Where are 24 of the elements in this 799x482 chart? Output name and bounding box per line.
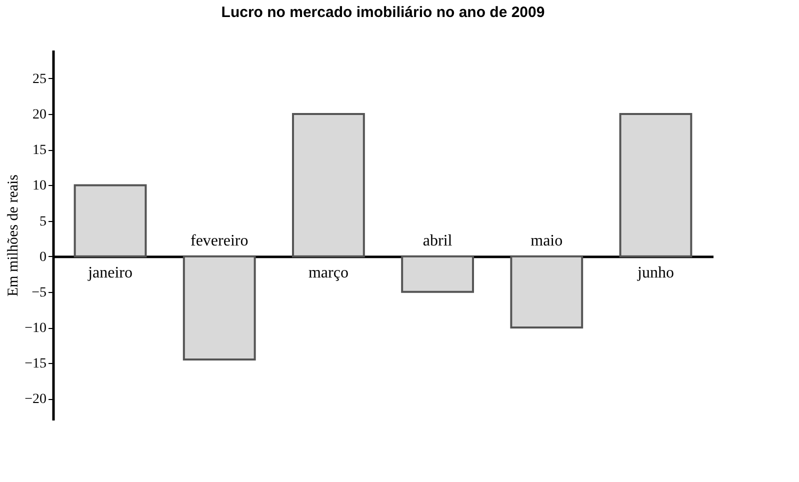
- bar: [510, 255, 584, 328]
- x-tick-label: fevereiro: [190, 232, 248, 250]
- y-tick-label: 10: [32, 178, 46, 194]
- x-tick-label: março: [308, 264, 348, 282]
- y-tick-label: 25: [32, 72, 46, 87]
- y-tick-label: −10: [24, 321, 46, 336]
- y-tick-label: −15: [24, 356, 46, 372]
- x-tick-label: janeiro: [87, 264, 132, 282]
- bar: [292, 113, 365, 258]
- y-tick-label: −20: [24, 392, 46, 408]
- y-tick-label: 15: [32, 143, 46, 158]
- y-tick-label: 0: [40, 250, 46, 265]
- y-tick-label: −5: [32, 285, 46, 300]
- x-tick-label: abril: [422, 232, 453, 250]
- x-tick-label: maio: [530, 232, 563, 250]
- bar: [401, 255, 474, 293]
- y-tick-label: 5: [40, 214, 46, 230]
- y-axis-title: Em milhões de reais: [6, 174, 22, 297]
- x-tick-label: junho: [636, 264, 674, 282]
- y-tick-label: 20: [32, 108, 46, 123]
- bar: [182, 255, 256, 361]
- bar: [619, 113, 692, 258]
- chart-title: Lucro no mercado imobiliário no ano de 2009: [221, 4, 545, 21]
- bar: [74, 184, 147, 258]
